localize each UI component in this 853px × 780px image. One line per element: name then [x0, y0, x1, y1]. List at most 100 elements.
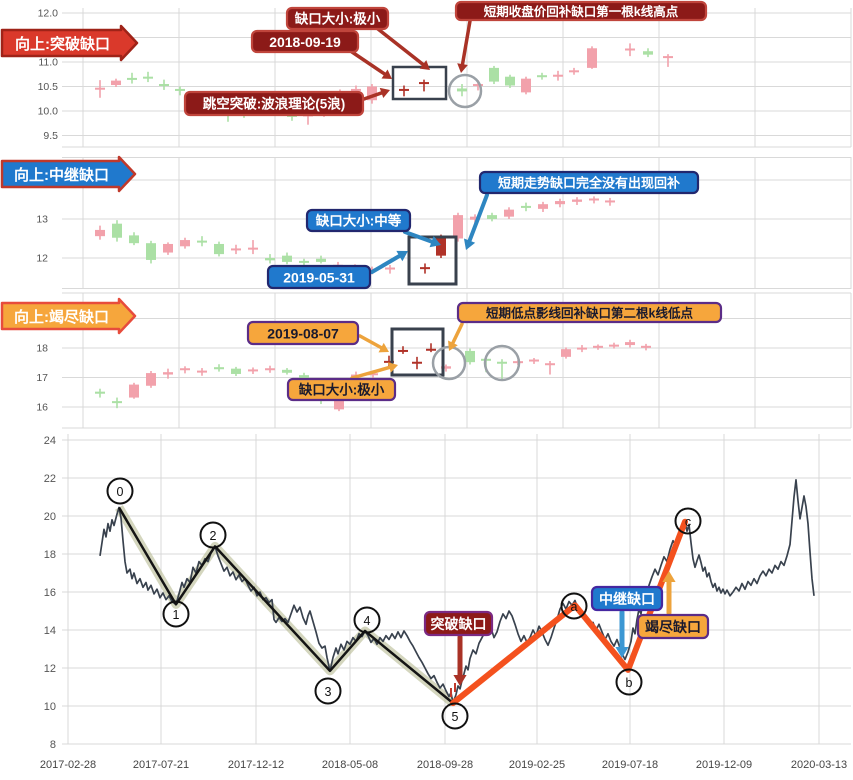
date-arrow-head — [381, 69, 392, 79]
fill-arrow — [467, 193, 489, 243]
candle-body — [175, 88, 185, 91]
x-axis-tick: 2017-02-28 — [40, 759, 96, 771]
y-axis-tick: 8 — [50, 739, 56, 751]
date-arrow — [370, 254, 402, 274]
fill-arrow — [451, 322, 464, 345]
wave-c-text: c — [685, 515, 691, 529]
gap-date-label-text: 2018-09-19 — [269, 34, 341, 50]
gap-fill-label-text: 短期走势缺口完全没有出现回补 — [498, 176, 680, 191]
size-arrow-head — [387, 362, 398, 373]
x-axis-tick: 2017-12-12 — [228, 759, 284, 771]
candle-body — [351, 88, 361, 91]
y-axis-tick: 18 — [36, 343, 48, 355]
y-axis-tick: 11.0 — [38, 57, 58, 69]
y-axis-tick: 16 — [36, 402, 48, 414]
candle-body — [248, 369, 258, 372]
candle-body — [299, 260, 309, 263]
x-axis-tick: 2018-05-08 — [322, 759, 378, 771]
candle-body — [127, 77, 137, 80]
fill-arrow — [460, 19, 472, 66]
note-arrow-head — [379, 87, 390, 99]
candle-body — [609, 344, 619, 347]
candle-body — [569, 70, 579, 73]
date-arrow-head — [396, 250, 408, 262]
candle-body — [368, 373, 378, 376]
banner-exhaustion-text: 向上:竭尽缺口 — [14, 308, 109, 326]
gap-size-label-text: 缺口大小:中等 — [316, 213, 402, 229]
size-arrow-head — [419, 60, 430, 70]
candle-body — [529, 359, 539, 362]
y-axis-tick: 24 — [44, 435, 56, 447]
candle-body — [95, 229, 105, 237]
y-axis-tick: 10.0 — [38, 106, 59, 118]
candle-body — [426, 348, 436, 351]
candle-body — [163, 372, 173, 375]
candle-body — [282, 369, 292, 373]
gap-note-label-text: 跳空突破:波浪理论(5浪) — [203, 96, 346, 112]
candle-body — [487, 215, 497, 219]
impulse-line-glow — [115, 505, 456, 707]
wave-a-circle — [560, 592, 588, 620]
candle-body — [112, 223, 122, 238]
candle-body — [398, 349, 408, 352]
price-line — [99, 479, 815, 704]
wave-0-circle — [106, 477, 134, 505]
banner-breakaway-shape — [0, 24, 139, 62]
wave-3-text: 3 — [325, 685, 332, 699]
wave-a-text: a — [571, 600, 578, 614]
candle-body — [436, 236, 446, 256]
x-axis-tick: 2018-09-28 — [417, 759, 473, 771]
gap-fill-label-box — [478, 170, 700, 195]
candle-body — [605, 200, 615, 203]
candle-body — [587, 48, 597, 68]
candle-body — [457, 88, 467, 92]
candle-body — [299, 375, 309, 380]
gap-fill-label-text: 短期低点影线回补缺口第二根k线低点 — [486, 305, 693, 320]
candle-body — [384, 360, 394, 363]
gap-date-label-box — [246, 320, 360, 346]
banner-breakaway-text: 向上:突破缺口 — [15, 35, 110, 53]
candle-body — [282, 255, 292, 262]
y-axis-tick: 9.5 — [43, 130, 58, 142]
banner-runaway-text: 向上:中继缺口 — [14, 166, 109, 184]
y-axis-tick: 14 — [44, 625, 56, 637]
candle-body — [538, 204, 548, 209]
wave-3-circle — [314, 677, 342, 705]
gap-fill-label-box — [454, 0, 708, 22]
gap-highlight-box — [391, 65, 448, 101]
candle-body — [111, 80, 121, 86]
y-axis-tick: 12.0 — [38, 8, 59, 20]
candle-body — [497, 361, 507, 364]
candle-body — [399, 88, 409, 91]
panel-exhaustion-gap: 18 17 16 2019-08-07 缺口大小:极小 短期低点影线回补缺口第二根k线低点… — [0, 292, 852, 429]
note-arrow — [362, 91, 384, 101]
wave-4-text: 4 — [364, 614, 371, 628]
candle-body — [112, 401, 122, 404]
candle-body — [214, 243, 224, 255]
wave-2-circle — [199, 521, 227, 549]
breakaway-gap-label-text: 突破缺口 — [431, 616, 487, 632]
size-arrow — [350, 365, 392, 380]
y-axis-tick: 12 — [44, 663, 56, 675]
candle-body — [163, 243, 173, 253]
candle-body — [589, 198, 599, 201]
gap-date-label-text: 2019-05-31 — [283, 269, 355, 285]
wave-5-circle — [441, 702, 469, 730]
gap-size-label-text: 缺口大小:极小 — [295, 11, 381, 27]
wave-4-circle — [353, 606, 381, 634]
candle-body — [420, 267, 430, 270]
candle-body — [197, 240, 207, 243]
y-axis-tick: 16 — [44, 587, 56, 599]
gap-fill-label-text: 短期收盘价回补缺口第一根k线高点 — [484, 4, 679, 19]
banner-runaway-shape — [0, 155, 137, 193]
gap-fill-circle-1 — [431, 345, 467, 381]
candle-body — [577, 347, 587, 350]
breakaway-arrow-head — [453, 675, 467, 686]
candle-body — [419, 82, 429, 85]
y-axis-tick: 17 — [36, 372, 48, 384]
candle-body — [625, 342, 635, 346]
candle-body — [146, 243, 156, 260]
candle-body — [265, 368, 275, 371]
